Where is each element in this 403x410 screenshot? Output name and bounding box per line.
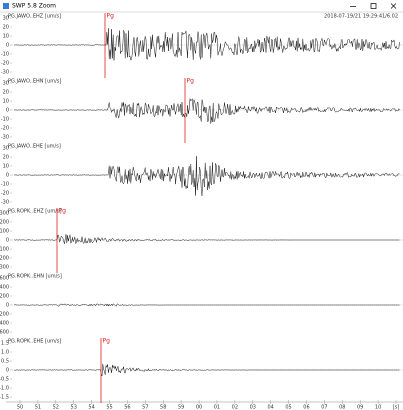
pick-label: Pg: [59, 208, 67, 215]
amplitude-tick-label: 600: [0, 276, 9, 282]
amplitude-tick-label: -200: [0, 256, 9, 262]
time-tick-label: 52: [53, 405, 59, 410]
time-tick-label: 03: [250, 405, 256, 410]
pick-label: Pg: [103, 338, 111, 345]
time-tick-label: 56: [124, 405, 130, 410]
amplitude-tick-label: 10: [3, 34, 9, 40]
time-tick-label: 01: [214, 405, 220, 410]
amplitude-tick-label: 0: [6, 43, 9, 49]
time-tick-label: 54: [88, 405, 94, 410]
time-tick-label: 53: [71, 405, 77, 410]
amplitude-tick-label: -30: [1, 200, 9, 206]
timestamp: 2018-07-19/21 19:29:41/6.02: [324, 14, 398, 20]
time-tick-label: 05: [285, 405, 291, 410]
amplitude-tick-label: -30: [1, 135, 9, 141]
amplitude-tick-label: 400: [0, 285, 9, 291]
amplitude-tick-label: -30: [1, 70, 9, 76]
time-tick-label: 07: [321, 405, 327, 410]
time-tick-label: 00: [196, 405, 202, 410]
amplitude-tick-label: 30: [3, 146, 9, 152]
amplitude-tick-label: 0: [6, 173, 9, 179]
waveform: [13, 28, 400, 61]
amplitude-tick-label: -10: [1, 117, 9, 123]
amplitude-tick-label: 300: [0, 211, 9, 217]
amplitude-tick-label: -20: [1, 126, 9, 132]
waveform: [13, 363, 400, 377]
waveform: [14, 98, 400, 124]
amplitude-tick-label: 200: [0, 294, 9, 300]
time-tick-label: 50: [17, 405, 23, 410]
time-tick-label: 59: [178, 405, 184, 410]
maximize-button[interactable]: [370, 3, 377, 9]
time-tick-label: 57: [142, 405, 148, 410]
time-tick-label: [s]: [393, 405, 400, 410]
app-icon: [3, 3, 9, 9]
pick-label: Pg: [187, 78, 195, 85]
time-tick-label: 06: [303, 405, 309, 410]
time-tick-label: 55: [106, 405, 112, 410]
amplitude-tick-label: 1.5: [1, 341, 9, 347]
amplitude-tick-label: 30: [3, 81, 9, 87]
trace-label: PG.JAWO..EHN [um/s]: [8, 79, 61, 85]
amplitude-tick-label: -100: [0, 247, 9, 253]
pick-label: Pg: [107, 13, 115, 20]
amplitude-tick-label: -0.5: [0, 377, 9, 383]
waveform: [13, 303, 400, 307]
amplitude-tick-label: -10: [1, 182, 9, 188]
trace-label: PG.JAWO..EHE [um/s]: [8, 144, 61, 150]
waveform: [13, 234, 400, 245]
amplitude-tick-label: 20: [3, 90, 9, 96]
title-bar: [0, 0, 403, 12]
amplitude-tick-label: -20: [1, 61, 9, 67]
amplitude-tick-label: 20: [3, 155, 9, 161]
time-tick-label: 09: [357, 405, 363, 410]
amplitude-tick-label: 0: [6, 108, 9, 114]
trace-label: PG.ROPK..EHN [um/s]: [8, 274, 62, 280]
trace-label: PG.ROPK..EHE [um/s]: [8, 339, 61, 345]
amplitude-tick-label: -600: [0, 330, 9, 336]
amplitude-tick-label: 0.5: [1, 359, 9, 365]
amplitude-tick-label: 0: [6, 238, 9, 244]
amplitude-tick-label: 200: [0, 220, 9, 226]
close-button[interactable]: [390, 3, 397, 9]
amplitude-tick-label: -400: [0, 321, 9, 327]
time-tick-label: 51: [35, 405, 41, 410]
time-tick-label: 58: [160, 405, 166, 410]
time-tick-label: 08: [339, 405, 345, 410]
amplitude-tick-label: 0: [6, 303, 9, 309]
amplitude-tick-label: -300: [0, 265, 9, 271]
amplitude-tick-label: -10: [1, 52, 9, 58]
amplitude-tick-label: -1.5: [0, 395, 9, 401]
waveform: [13, 156, 400, 196]
time-tick-label: 02: [232, 405, 238, 410]
trace-label: PG.JAWO..EHZ [um/s]: [8, 14, 61, 20]
amplitude-tick-label: 20: [3, 25, 9, 31]
window-title: SWP 5.8 Zoom: [12, 3, 56, 10]
time-tick-label: 10: [375, 405, 381, 410]
amplitude-tick-label: 10: [3, 99, 9, 105]
amplitude-tick-label: 30: [3, 16, 9, 22]
amplitude-tick-label: 10: [3, 164, 9, 170]
amplitude-tick-label: -1.0: [0, 386, 9, 392]
trace-label: PG.ROPK..EHZ [um/s]: [8, 209, 62, 215]
amplitude-tick-label: -20: [1, 191, 9, 197]
amplitude-tick-label: 0: [6, 368, 9, 374]
amplitude-tick-label: -200: [0, 312, 9, 318]
time-tick-label: 04: [267, 405, 273, 410]
amplitude-tick-label: 100: [0, 229, 9, 235]
amplitude-tick-label: 1.0: [1, 350, 9, 356]
